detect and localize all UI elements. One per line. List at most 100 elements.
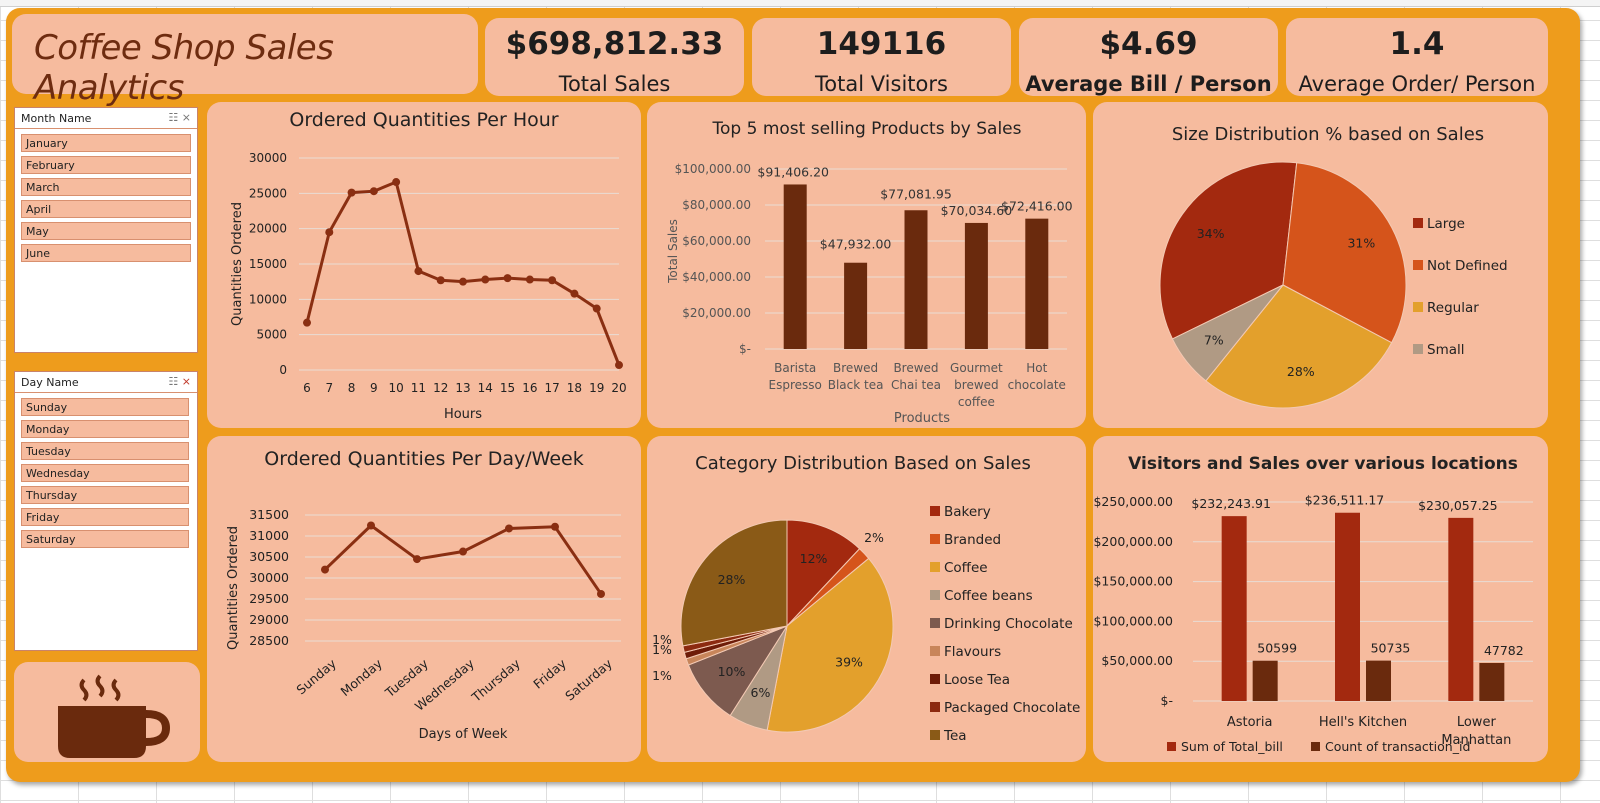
pie-slice [766, 557, 894, 733]
x-tick-label: 19 [589, 381, 604, 395]
x-axis-label: Hours [444, 407, 482, 422]
kpi-label: Average Order/ Person [1298, 72, 1536, 96]
day-thursday[interactable]: Thursday [21, 486, 189, 504]
data-point [414, 267, 423, 276]
bar [1479, 662, 1505, 701]
top5-chart: Top 5 most selling Products by Sales $- $2… [666, 119, 1073, 426]
x-tick-label: Brewed [893, 361, 938, 375]
month-may[interactable]: May [21, 222, 191, 240]
y-tick-label: $- [1161, 693, 1173, 708]
y-axis-label: Total Sales [666, 219, 680, 284]
legend-label: Large [1427, 216, 1465, 232]
data-label: 39% [835, 655, 863, 670]
y-tick-label: 20000 [249, 222, 287, 236]
x-tick-label: chocolate [1008, 378, 1066, 392]
x-tick-label: Sunday [293, 655, 339, 697]
legend-swatch [930, 618, 940, 628]
top5-chart-card: Top 5 most selling Products by Sales $- $2… [647, 102, 1086, 428]
month-march[interactable]: March [21, 178, 191, 196]
kpi-value: $698,812.33 [505, 26, 724, 62]
x-tick-label: Saturday [562, 655, 615, 703]
day-saturday[interactable]: Saturday [21, 530, 189, 548]
spreadsheet-column-strip [0, 0, 1600, 7]
x-tick-label: 20 [611, 381, 626, 395]
clear-filter-icon[interactable]: ⨯ [181, 375, 191, 388]
legend-label: Flavours [944, 644, 1001, 660]
y-tick-label: $- [739, 342, 751, 356]
y-tick-label: 30000 [249, 570, 289, 585]
data-label: 6% [751, 685, 771, 700]
y-axis-label: Quantities Ordered [230, 202, 245, 326]
x-tick-label: Astoria [1227, 715, 1273, 730]
x-tick-label: brewed [954, 378, 998, 392]
x-tick-label: Thursday [468, 655, 523, 705]
legend-swatch [930, 590, 940, 600]
x-tick-label: Manhattan [1441, 733, 1511, 748]
category-chart-card: Category Distribution Based on Sales 12% 2… [647, 436, 1086, 762]
legend-label: Count of transaction_id [1325, 739, 1470, 754]
day-sunday[interactable]: Sunday [21, 398, 189, 416]
month-slicer: Month Name ☷ ⨯ January February March Ap… [14, 107, 198, 353]
multi-select-icon[interactable]: ☷ [168, 111, 179, 124]
data-label: 47782 [1484, 643, 1524, 658]
day-wednesday[interactable]: Wednesday [21, 464, 189, 482]
x-axis-label: Products [894, 411, 950, 426]
x-tick-label: 16 [522, 381, 537, 395]
legend-label: Drinking Chocolate [944, 616, 1073, 632]
day-monday[interactable]: Monday [21, 420, 189, 438]
day-tuesday[interactable]: Tuesday [21, 442, 189, 460]
x-tick-label: Hell's Kitchen [1319, 715, 1407, 730]
data-label: 28% [1287, 364, 1315, 379]
series-line [305, 179, 621, 366]
category-chart: Category Distribution Based on Sales 12% 2… [652, 453, 1080, 744]
y-tick-label: 29500 [249, 591, 289, 606]
y-tick-label: $20,000.00 [682, 306, 751, 320]
clear-filter-icon[interactable]: ⨯ [181, 111, 191, 124]
x-tick-label: Hot [1026, 361, 1047, 375]
legend-swatch [930, 730, 940, 740]
data-label: 10% [718, 664, 746, 679]
y-tick-label: 28500 [249, 633, 289, 648]
x-tick-label: Gourmet [950, 361, 1003, 375]
data-point [303, 318, 311, 327]
pie-slice [1171, 284, 1284, 382]
hourly-chart-card: Ordered Quantities Per Hour 0 5000 10000 150… [207, 102, 641, 428]
data-point [597, 589, 605, 598]
month-april[interactable]: April [21, 200, 191, 218]
day-friday[interactable]: Friday [21, 508, 189, 526]
slicer-divider [15, 392, 197, 393]
data-point [436, 276, 445, 285]
month-june[interactable]: June [21, 244, 191, 262]
x-tick-label: Monday [337, 655, 385, 699]
chart-title: Category Distribution Based on Sales [695, 453, 1031, 474]
y-tick-label: 30000 [249, 151, 287, 165]
kpi-average-order: 1.4 Average Order/ Person [1286, 18, 1548, 96]
legend-label: Packaged Chocolate [944, 700, 1080, 716]
month-january[interactable]: January [21, 134, 191, 152]
data-label: 1% [652, 632, 672, 647]
bar [1025, 218, 1049, 349]
x-tick-label: Espresso [769, 378, 822, 392]
dashboard-title: Coffee Shop Sales Analytics [34, 28, 334, 108]
multi-select-icon[interactable]: ☷ [168, 375, 179, 388]
x-tick-label: 18 [567, 381, 582, 395]
x-axis-label: Days of Week [419, 727, 508, 742]
data-point [413, 555, 421, 564]
locations-chart: Visitors and Sales over various location… [1093, 454, 1533, 754]
data-label: 50735 [1371, 641, 1411, 656]
chart-title: Top 5 most selling Products by Sales [712, 119, 1022, 139]
bar [904, 210, 928, 349]
chart-title: Size Distribution % based on Sales [1172, 124, 1484, 145]
month-february[interactable]: February [21, 156, 191, 174]
data-label: 1% [652, 668, 672, 683]
x-tick-label: 13 [455, 381, 470, 395]
y-tick-label: 30500 [249, 549, 289, 564]
data-point [592, 304, 601, 313]
bar [1448, 517, 1474, 701]
data-label: 50599 [1257, 641, 1297, 656]
y-tick-label: 15000 [249, 257, 287, 271]
y-tick-label: 10000 [249, 292, 287, 306]
data-label: $77,081.95 [880, 186, 952, 201]
data-point [321, 565, 329, 574]
data-point [367, 521, 375, 530]
